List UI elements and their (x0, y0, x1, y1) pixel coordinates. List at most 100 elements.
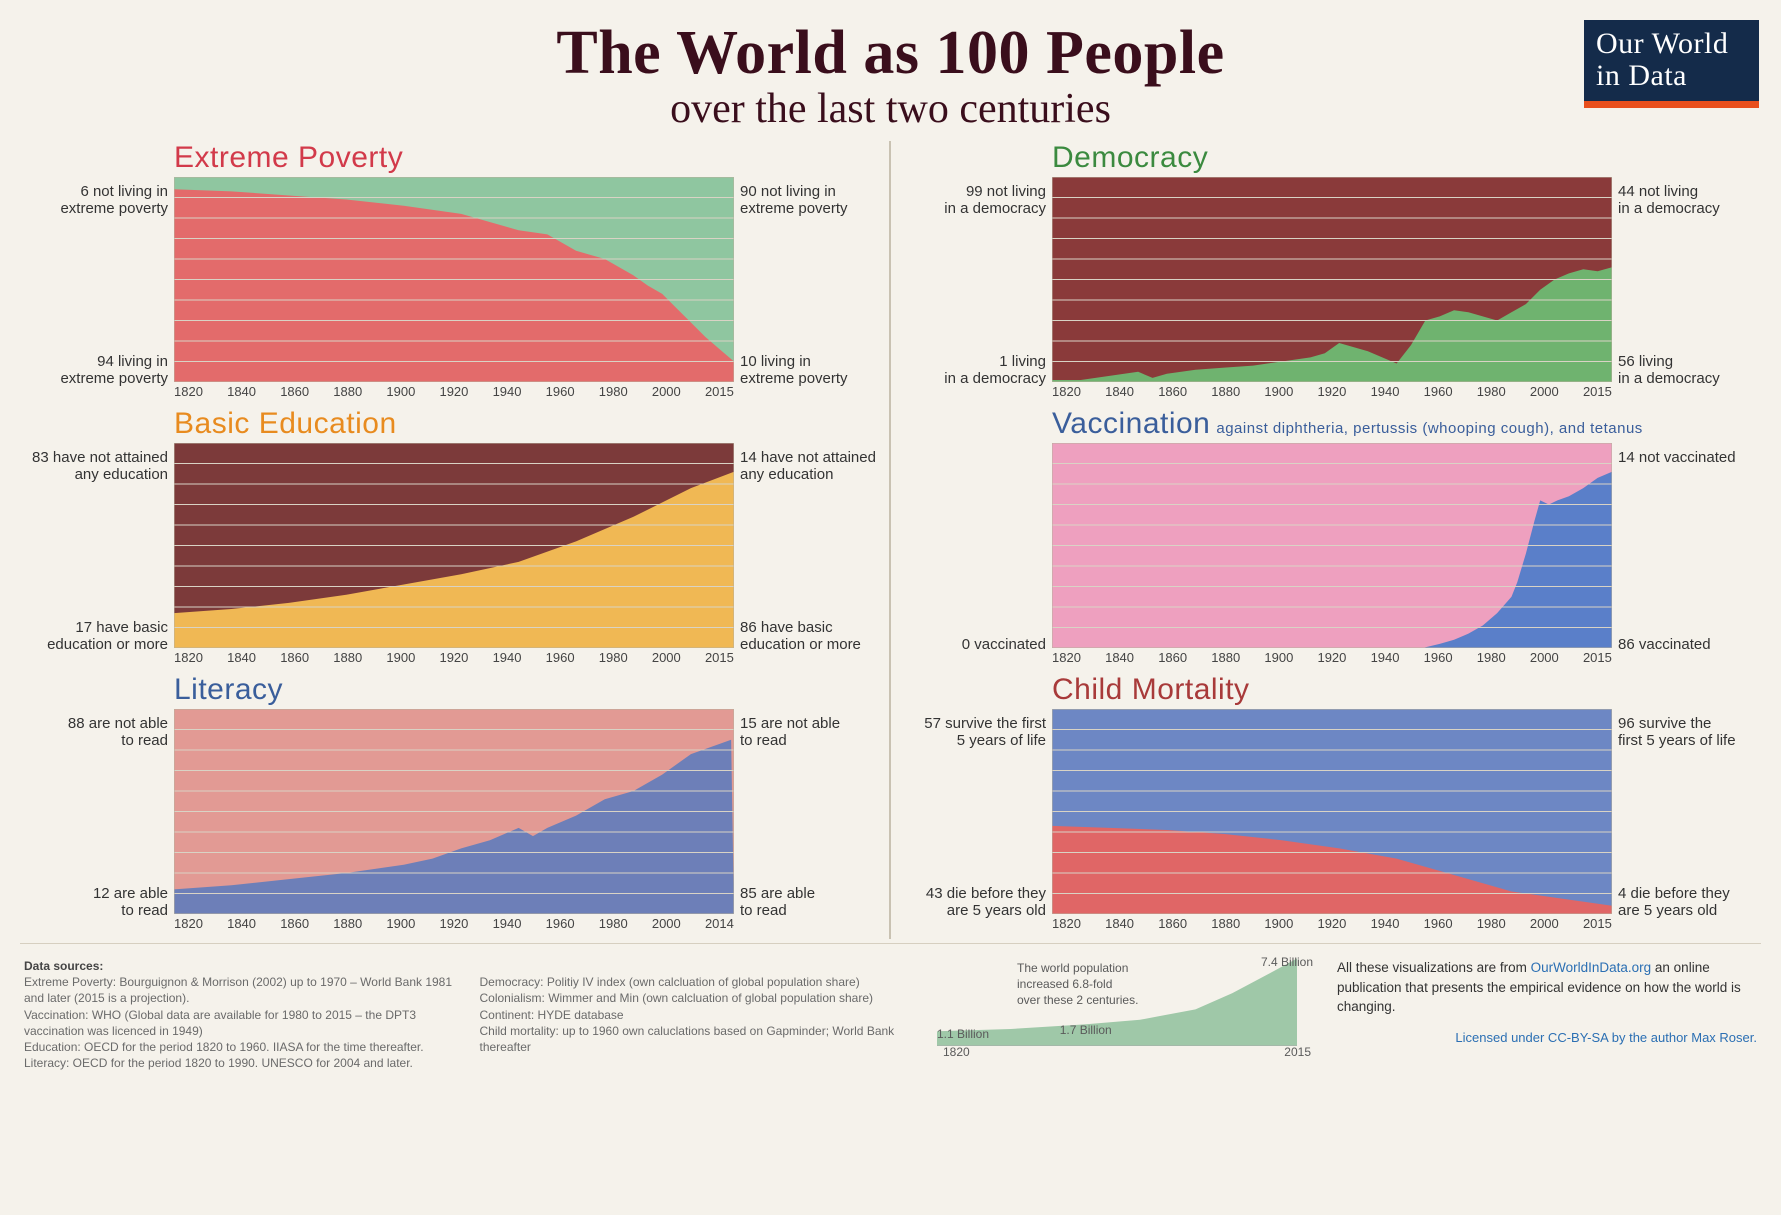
literacy-right-bottom: 85 are ableto read (740, 885, 892, 920)
ds-line: Education: OECD for the period 1820 to 1… (24, 1039, 462, 1055)
literacy-left-bottom: 12 are ableto read (26, 885, 168, 920)
mortality-left-labels: 57 survive the first5 years of life 43 d… (902, 709, 1052, 931)
democracy-left-bottom: 1 livingin a democracy (904, 353, 1046, 388)
data-sources: Data sources: Extreme Poverty: Bourguign… (24, 958, 917, 1071)
education-panel: Basic Education 83 have not attainedany … (24, 407, 894, 665)
democracy-left-top: 99 not livingin a democracy (904, 183, 1046, 218)
ds-line: Continent: HYDE database (480, 1007, 918, 1023)
poverty-right-top: 90 not living inextreme poverty (740, 183, 892, 218)
democracy-title: Democracy (1052, 141, 1772, 175)
left-column: Extreme Poverty 6 not living inextreme p… (24, 141, 894, 939)
democracy-right-top: 44 not livingin a democracy (1618, 183, 1770, 218)
education-left-top: 83 have not attainedany education (26, 449, 168, 484)
vaccination-svg (1052, 443, 1612, 648)
literacy-right-labels: 15 are not ableto read 85 are ableto rea… (734, 709, 894, 931)
education-row: 83 have not attainedany education 17 hav… (24, 443, 894, 665)
literacy-title: Literacy (174, 673, 894, 707)
poverty-svg (174, 177, 734, 382)
logo-bar (1584, 101, 1759, 108)
mortality-title: Child Mortality (1052, 673, 1772, 707)
population-mini-chart: The world populationincreased 6.8-foldov… (937, 958, 1317, 1058)
democracy-right-labels: 44 not livingin a democracy 56 livingin … (1612, 177, 1772, 399)
education-svg (174, 443, 734, 648)
mortality-xticks: 1820184018601880190019201940196019802000… (1052, 914, 1612, 931)
poverty-title: Extreme Poverty (174, 141, 894, 175)
pop-xend: 2015 (1284, 1044, 1311, 1060)
ds-right-col: Democracy: Politiy IV index (own calclua… (480, 974, 918, 1071)
education-left-labels: 83 have not attainedany education 17 hav… (24, 443, 174, 665)
poverty-xticks: 1820184018601880190019201940196019802000… (174, 382, 734, 399)
vaccination-panel: Vaccinationagainst diphtheria, pertussis… (902, 407, 1772, 665)
ds-line: Literacy: OECD for the period 1820 to 19… (24, 1055, 462, 1071)
education-right-labels: 14 have not attainedany education 86 hav… (734, 443, 894, 665)
mortality-left-bottom: 43 die before theyare 5 years old (904, 885, 1046, 920)
literacy-plot: 1820184018601880190019201940196019802000… (174, 709, 734, 931)
mortality-plot: 1820184018601880190019201940196019802000… (1052, 709, 1612, 931)
poverty-left-top: 6 not living inextreme poverty (26, 183, 168, 218)
poverty-right-labels: 90 not living inextreme poverty 10 livin… (734, 177, 894, 399)
vaccination-right-bottom: 86 vaccinated (1618, 636, 1770, 653)
education-xticks: 1820184018601880190019201940196019802000… (174, 648, 734, 665)
vaccination-title: Vaccinationagainst diphtheria, pertussis… (1052, 407, 1772, 441)
democracy-panel: Democracy 99 not livingin a democracy 1 … (902, 141, 1772, 399)
poverty-panel: Extreme Poverty 6 not living inextreme p… (24, 141, 894, 399)
ds-left-col: Extreme Poverty: Bourguignon & Morrison … (24, 974, 462, 1071)
page-root: Our World in Data The World as 100 Peopl… (0, 0, 1781, 1081)
mortality-row: 57 survive the first5 years of life 43 d… (902, 709, 1772, 931)
poverty-left-bottom: 94 living inextreme poverty (26, 353, 168, 388)
vaccination-plot: 1820184018601880190019201940196019802000… (1052, 443, 1612, 665)
poverty-plot: 1820184018601880190019201940196019802000… (174, 177, 734, 399)
ds-line: Democracy: Politiy IV index (own calclua… (480, 974, 918, 990)
vaccination-left-labels: 0 vaccinated (902, 443, 1052, 665)
education-right-top: 14 have not attainedany education (740, 449, 892, 484)
education-title: Basic Education (174, 407, 894, 441)
pop-mid-label: 1.7 Billion (1060, 1022, 1112, 1038)
poverty-left-labels: 6 not living inextreme poverty 94 living… (24, 177, 174, 399)
literacy-left-labels: 88 are not ableto read 12 are ableto rea… (24, 709, 174, 931)
page-title: The World as 100 People (20, 18, 1761, 89)
mortality-left-top: 57 survive the first5 years of life (904, 715, 1046, 750)
democracy-left-labels: 99 not livingin a democracy 1 livingin a… (902, 177, 1052, 399)
poverty-row: 6 not living inextreme poverty 94 living… (24, 177, 894, 399)
vaccination-right-top: 14 not vaccinated (1618, 449, 1770, 466)
vaccination-row: 0 vaccinated 182018401860188019001920194… (902, 443, 1772, 665)
literacy-xticks: 1820184018601880190019201940196019802000… (174, 914, 734, 931)
logo-line2: in Data (1596, 60, 1749, 92)
ds-line: Colonialism: Wimmer and Min (own calclua… (480, 990, 918, 1006)
literacy-left-top: 88 are not ableto read (26, 715, 168, 750)
ds-line: Child mortality: up to 1960 own caluclat… (480, 1023, 918, 1055)
right-column: Democracy 99 not livingin a democracy 1 … (902, 141, 1772, 939)
pop-caption: The world populationincreased 6.8-foldov… (1017, 960, 1177, 1009)
pop-start-label: 1.1 Billion (937, 1026, 989, 1042)
poverty-right-bottom: 10 living inextreme poverty (740, 353, 892, 388)
education-right-bottom: 86 have basiceducation or more (740, 619, 892, 654)
education-left-bottom: 17 have basiceducation or more (26, 619, 168, 654)
footer: Data sources: Extreme Poverty: Bourguign… (20, 943, 1761, 1071)
literacy-row: 88 are not ableto read 12 are ableto rea… (24, 709, 894, 931)
vaccination-right-labels: 14 not vaccinated 86 vaccinated (1612, 443, 1772, 665)
pop-xstart: 1820 (943, 1044, 970, 1060)
ds-label: Data sources: (24, 959, 103, 973)
education-plot: 1820184018601880190019201940196019802000… (174, 443, 734, 665)
center-divider (889, 141, 891, 939)
charts-grid: Extreme Poverty 6 not living inextreme p… (20, 141, 1761, 939)
mortality-right-labels: 96 survive thefirst 5 years of life 4 di… (1612, 709, 1772, 931)
democracy-right-bottom: 56 livingin a democracy (1618, 353, 1770, 388)
democracy-row: 99 not livingin a democracy 1 livingin a… (902, 177, 1772, 399)
title-block: The World as 100 People over the last tw… (20, 18, 1761, 133)
owid-link[interactable]: OurWorldInData.org (1531, 960, 1652, 975)
mortality-panel: Child Mortality 57 survive the first5 ye… (902, 673, 1772, 931)
vaccination-xticks: 1820184018601880190019201940196019802000… (1052, 648, 1612, 665)
ds-line: Extreme Poverty: Bourguignon & Morrison … (24, 974, 462, 1006)
logo-line1: Our World (1596, 28, 1749, 60)
page-subtitle: over the last two centuries (20, 85, 1761, 133)
ds-line: Vaccination: WHO (Global data are availa… (24, 1007, 462, 1039)
attribution-block: All these visualizations are from OurWor… (1337, 958, 1757, 1071)
vaccination-left-bottom: 0 vaccinated (904, 636, 1046, 653)
license-text: Licensed under CC-BY-SA by the author Ma… (1337, 1029, 1757, 1047)
literacy-right-top: 15 are not ableto read (740, 715, 892, 750)
mortality-svg (1052, 709, 1612, 914)
owid-logo: Our World in Data (1584, 20, 1759, 108)
mortality-right-bottom: 4 die before theyare 5 years old (1618, 885, 1770, 920)
literacy-svg (174, 709, 734, 914)
